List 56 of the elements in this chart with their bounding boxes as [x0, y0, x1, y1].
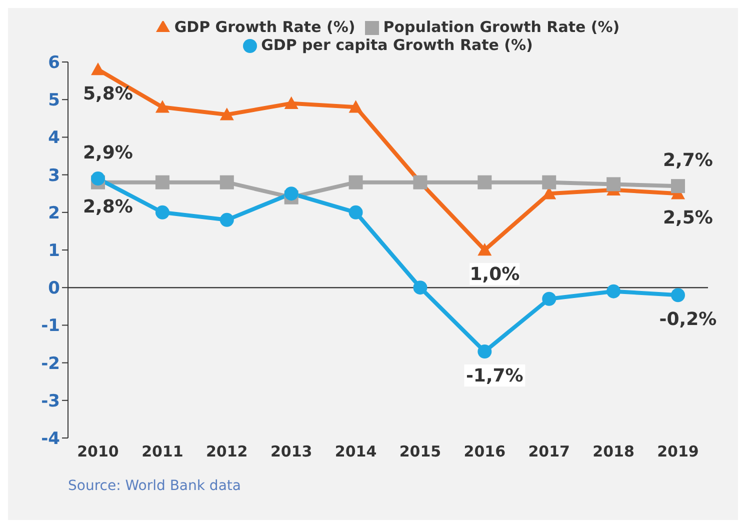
y-tick-label: 1 — [48, 241, 60, 262]
y-tick-label: 3 — [48, 166, 60, 186]
data-label: 2,9% — [83, 142, 133, 164]
point — [284, 186, 298, 201]
point — [155, 205, 170, 220]
y-tick-label: -1 — [41, 316, 60, 336]
legend-label: Population Growth Rate (%) — [383, 18, 620, 36]
point — [284, 96, 298, 109]
point — [413, 280, 428, 295]
point — [542, 175, 556, 190]
y-tick-label: 5 — [48, 90, 60, 111]
point — [348, 175, 363, 190]
data-label: 1,0% — [470, 264, 520, 285]
data-label: -0,2% — [659, 309, 717, 330]
y-tick-label: 4 — [48, 128, 60, 148]
point — [542, 292, 556, 306]
x-tick-label: 2019 — [657, 442, 699, 461]
data-label: 2,8% — [83, 196, 133, 218]
point — [348, 205, 363, 220]
point — [220, 212, 234, 227]
point — [91, 172, 105, 186]
y-tick-label: 0 — [48, 278, 60, 299]
x-tick-label: 2013 — [270, 442, 312, 461]
point — [155, 100, 170, 113]
point — [348, 100, 363, 113]
point — [478, 175, 492, 190]
point — [606, 284, 621, 298]
x-tick-label: 2015 — [399, 442, 442, 461]
legend-label: GDP per capita Growth Rate (%) — [261, 36, 533, 54]
source-note: Source: World Bank data — [68, 478, 241, 494]
x-tick-label: 2018 — [592, 442, 634, 461]
y-tick-label: -3 — [41, 391, 60, 412]
point — [671, 179, 685, 194]
point — [91, 62, 105, 76]
y-tick-label: 6 — [48, 53, 60, 74]
data-label: 5,8% — [83, 84, 133, 105]
y-tick-label: 2 — [48, 203, 60, 224]
x-tick-label: 2014 — [334, 442, 377, 461]
data-label: 2,7% — [663, 150, 713, 172]
x-tick-label: 2012 — [206, 442, 248, 461]
x-tick-label: 2016 — [464, 442, 506, 461]
point — [220, 108, 234, 120]
legend-label: GDP Growth Rate (%) — [174, 18, 356, 36]
data-label: -1,7% — [466, 366, 524, 387]
x-tick-label: 2010 — [77, 442, 119, 461]
data-label: 2,5% — [663, 208, 713, 229]
point — [671, 288, 685, 302]
point — [155, 175, 170, 190]
point — [478, 243, 492, 256]
x-tick-label: 2017 — [528, 442, 570, 461]
point — [606, 177, 621, 192]
y-tick-label: -2 — [41, 354, 60, 374]
point — [478, 344, 492, 359]
y-tick-label: -4 — [41, 429, 60, 450]
x-tick-label: 2011 — [142, 442, 184, 461]
point — [220, 175, 234, 190]
